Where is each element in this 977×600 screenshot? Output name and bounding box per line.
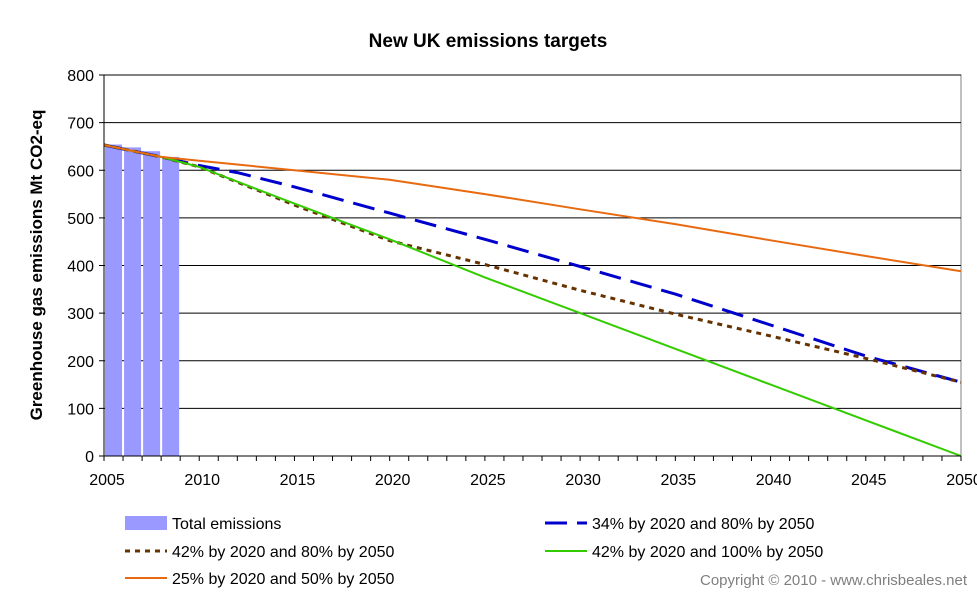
x-tick-label: 2020 bbox=[375, 472, 411, 489]
y-tick-label: 300 bbox=[67, 306, 94, 323]
legend: Total emissions 34% by 2020 and 80% by 20… bbox=[125, 516, 823, 588]
x-tick-label: 2015 bbox=[280, 472, 316, 489]
series-line bbox=[103, 144, 962, 457]
y-tick-label: 200 bbox=[67, 354, 94, 371]
total-emissions-bars bbox=[105, 144, 180, 457]
y-tick-label: 400 bbox=[67, 259, 94, 276]
y-tick-label: 700 bbox=[67, 116, 94, 133]
x-tick-label: 2045 bbox=[851, 472, 887, 489]
legend-swatch bbox=[125, 516, 167, 530]
series-line bbox=[103, 143, 962, 384]
x-tick-label: 2050 bbox=[946, 472, 977, 489]
axes bbox=[99, 74, 962, 461]
y-tick-label: 0 bbox=[85, 449, 94, 466]
legend-label: 25% by 2020 and 50% by 2050 bbox=[172, 571, 395, 588]
bar-total-emissions bbox=[124, 147, 142, 456]
x-tick-label: 2010 bbox=[184, 472, 220, 489]
x-tick-label: 2030 bbox=[565, 472, 601, 489]
gridlines bbox=[104, 74, 961, 409]
y-tick-label: 800 bbox=[67, 68, 94, 85]
chart-title: New UK emissions targets bbox=[369, 31, 608, 52]
x-tick-label: 2005 bbox=[89, 472, 125, 489]
bar-total-emissions bbox=[105, 144, 123, 456]
legend-label: 42% by 2020 and 100% by 2050 bbox=[592, 544, 823, 561]
y-tick-label: 100 bbox=[67, 401, 94, 418]
legend-label: Total emissions bbox=[172, 516, 281, 533]
copyright-credit: Copyright © 2010 - www.chrisbeales.net bbox=[700, 572, 968, 589]
bar-total-emissions bbox=[143, 151, 161, 456]
x-tick-label: 2040 bbox=[756, 472, 792, 489]
y-axis-label: Greenhouse gas emissions Mt CO2-eq bbox=[27, 110, 46, 421]
y-tick-labels: 0 100 200 300 400 500 600 700 800 bbox=[67, 68, 94, 466]
x-tick-label: 2025 bbox=[470, 472, 506, 489]
bar-total-emissions bbox=[162, 156, 180, 457]
x-tick-label: 2035 bbox=[661, 472, 697, 489]
y-tick-label: 500 bbox=[67, 211, 94, 228]
series-lines bbox=[103, 143, 962, 457]
y-tick-label: 600 bbox=[67, 163, 94, 180]
x-tick-labels: 2005 2010 2015 2020 2025 2030 2035 2040 2045 2050 bbox=[89, 472, 977, 489]
legend-label: 34% by 2020 and 80% by 2050 bbox=[592, 516, 815, 533]
legend-label: 42% by 2020 and 80% by 2050 bbox=[172, 544, 395, 561]
series-line bbox=[103, 144, 962, 273]
